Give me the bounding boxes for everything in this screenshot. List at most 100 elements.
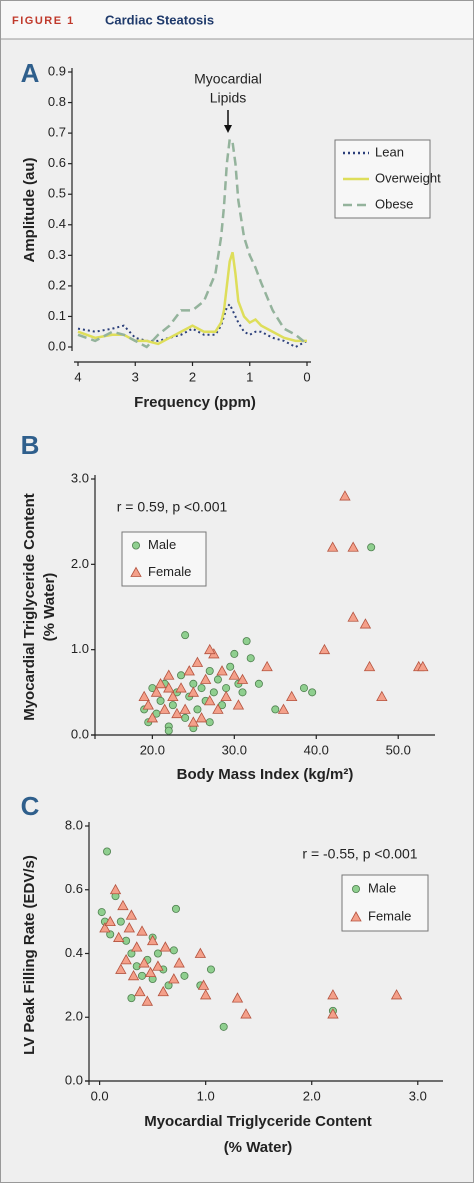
point xyxy=(254,679,263,688)
point xyxy=(232,699,245,710)
point xyxy=(326,541,339,552)
point xyxy=(138,971,147,980)
point xyxy=(159,941,172,952)
point xyxy=(261,660,273,672)
point xyxy=(213,675,222,684)
point xyxy=(104,915,116,927)
point xyxy=(153,949,162,958)
panel-letter: A xyxy=(21,58,40,88)
point xyxy=(327,1008,339,1019)
point xyxy=(191,656,204,667)
y-tick-label: 0.4 xyxy=(48,216,66,231)
point xyxy=(205,718,214,727)
point xyxy=(109,883,122,895)
point xyxy=(125,909,138,920)
point xyxy=(327,989,339,1000)
point xyxy=(359,618,372,629)
legend-label: Lean xyxy=(375,144,404,159)
y-tick-label: 3.0 xyxy=(71,470,89,485)
point xyxy=(212,703,224,714)
point xyxy=(271,705,280,714)
point xyxy=(308,688,317,697)
point xyxy=(189,679,198,688)
point xyxy=(363,660,376,672)
x-tick-label: 3 xyxy=(132,369,139,384)
point xyxy=(339,490,351,501)
point xyxy=(390,989,403,1000)
point xyxy=(222,684,231,693)
panel-letter: C xyxy=(21,791,40,821)
x-tick-label: 2 xyxy=(189,369,196,384)
y-tick-label: 0.6 xyxy=(65,881,83,896)
point xyxy=(187,686,200,697)
point xyxy=(226,662,235,671)
point xyxy=(197,684,206,693)
point xyxy=(163,669,175,680)
y-tick-label: 0.5 xyxy=(48,186,66,201)
point xyxy=(175,682,187,693)
point xyxy=(206,965,215,974)
y-tick-label: 0.7 xyxy=(48,125,66,140)
point xyxy=(127,969,140,981)
y-axis-label: Myocardial Triglyceride Content xyxy=(21,493,38,721)
point xyxy=(180,971,189,980)
point xyxy=(168,701,177,710)
point xyxy=(158,703,171,714)
point xyxy=(183,665,195,676)
point xyxy=(199,673,212,684)
point xyxy=(171,707,183,719)
y-tick-label: 0.4 xyxy=(65,945,83,960)
point xyxy=(99,922,111,933)
point xyxy=(97,908,106,917)
point xyxy=(230,649,239,658)
legend-swatch xyxy=(350,911,362,922)
point xyxy=(204,695,216,706)
point xyxy=(181,713,190,722)
point xyxy=(138,957,150,968)
x-tick-label: 2.0 xyxy=(303,1088,321,1103)
y-tick-label: 0.2 xyxy=(48,277,66,292)
point xyxy=(195,712,208,723)
x-tick-label: 4 xyxy=(74,369,81,384)
legend-swatch xyxy=(131,541,140,550)
point xyxy=(117,899,129,911)
point xyxy=(179,703,191,714)
point xyxy=(219,1022,228,1031)
point xyxy=(367,543,376,552)
point xyxy=(417,660,429,672)
legend-label: Female xyxy=(148,564,191,579)
legend-box xyxy=(341,874,429,932)
point xyxy=(106,930,115,939)
x-tick-label: 1.0 xyxy=(197,1088,215,1103)
point xyxy=(197,979,210,990)
annotation: r = 0.59, p <0.001 xyxy=(117,499,228,515)
y-tick-label: 2.0 xyxy=(71,556,89,571)
point xyxy=(205,667,214,676)
y-tick-label: 0.9 xyxy=(48,63,66,78)
x-tick-label: 0 xyxy=(303,369,310,384)
series-line xyxy=(77,251,307,346)
point xyxy=(187,716,200,727)
point xyxy=(136,925,148,936)
point xyxy=(154,677,167,689)
x-axis-label: Myocardial Triglyceride Content xyxy=(144,1113,372,1130)
point xyxy=(156,696,165,705)
point xyxy=(116,917,125,926)
legend-swatch xyxy=(130,566,142,577)
x-tick-label: 30.0 xyxy=(222,742,247,757)
legend-label: Female xyxy=(368,908,411,923)
point xyxy=(157,985,169,997)
legend-swatch xyxy=(351,885,360,894)
point xyxy=(134,985,146,997)
point xyxy=(113,931,125,942)
x-tick-label: 20.0 xyxy=(140,742,165,757)
point xyxy=(141,995,154,1006)
y-tick-label: 8.0 xyxy=(65,817,83,832)
y-tick-label: 0.6 xyxy=(48,155,66,170)
point xyxy=(277,703,290,714)
x-axis-label: Frequency (ppm) xyxy=(134,394,256,411)
point xyxy=(220,690,232,701)
y-tick-label: 0.0 xyxy=(65,1072,83,1087)
x-tick-label: 0.0 xyxy=(91,1088,109,1103)
